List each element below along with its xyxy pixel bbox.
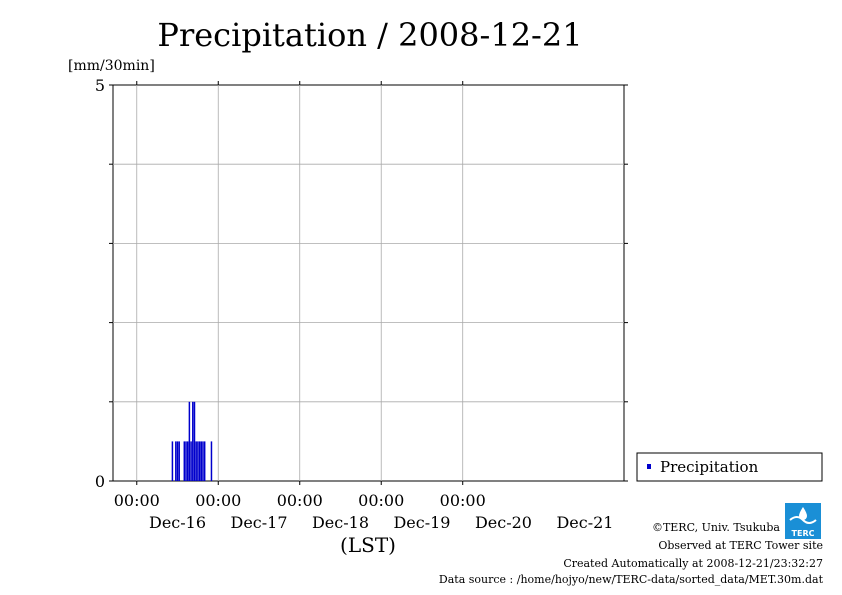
precipitation-bar — [175, 441, 177, 481]
x-day-label: Dec-21 — [556, 513, 613, 532]
x-tick-label: 00:00 — [440, 491, 486, 510]
y-tick-label: 0 — [95, 472, 105, 491]
x-tick-label: 00:00 — [114, 491, 160, 510]
vertical-gridlines — [136, 85, 464, 481]
precipitation-bar — [185, 441, 187, 481]
x-tick-label: 00:00 — [277, 491, 323, 510]
precipitation-bar — [176, 441, 179, 481]
legend-frame — [636, 452, 823, 482]
credit-created: Created Automatically at 2008-12-21/23:3… — [563, 557, 823, 570]
credits-block: ©TERC, Univ. Tsukuba Observed at TERC To… — [439, 521, 824, 586]
legend: Precipitation — [636, 452, 823, 482]
x-day-label: Dec-18 — [312, 513, 369, 532]
precipitation-bar — [188, 401, 191, 481]
credit-copyright: ©TERC, Univ. Tsukuba — [652, 521, 780, 534]
horizontal-gridlines — [113, 163, 624, 403]
y-axis-ticks: 05 — [95, 76, 628, 491]
precipitation-bar — [203, 441, 206, 481]
credit-source: Data source : /home/hojyo/new/TERC-data/… — [439, 573, 824, 586]
precipitation-bar — [190, 441, 192, 481]
precipitation-bar — [195, 441, 197, 481]
precipitation-bar — [197, 441, 199, 481]
plot-frame — [112, 84, 625, 482]
precipitation-bar — [210, 441, 213, 481]
legend-entry-precipitation: Precipitation — [660, 458, 759, 476]
x-day-label: Dec-19 — [393, 513, 450, 532]
chart-title: Precipitation / 2008-12-21 — [157, 16, 582, 54]
precipitation-bar — [178, 441, 180, 481]
precipitation-bar — [202, 441, 204, 481]
y-axis-label: [mm/30min] — [68, 58, 155, 74]
precipitation-bar — [171, 441, 174, 481]
x-day-label: Dec-20 — [475, 513, 532, 532]
precipitation-bars — [171, 401, 213, 481]
precipitation-bar — [186, 441, 189, 481]
credit-observed: Observed at TERC Tower site — [658, 539, 823, 552]
logo-text: TERC — [792, 529, 815, 538]
precipitation-bar — [200, 441, 203, 481]
x-tick-label: 00:00 — [195, 491, 241, 510]
legend-swatch — [647, 464, 651, 469]
precipitation-bar — [198, 441, 201, 481]
x-day-label: Dec-17 — [230, 513, 287, 532]
x-axis-ticks: 00:00 00:00 00:00 00:00 00:00 Dec-16 Dec-17 Dec… — [114, 81, 613, 532]
precipitation-bar — [192, 401, 194, 481]
precipitation-bar — [193, 401, 196, 481]
x-axis-label: (LST) — [340, 533, 396, 557]
precipitation-bar — [183, 441, 186, 481]
terc-logo: TERC — [785, 503, 821, 539]
x-day-label: Dec-16 — [149, 513, 206, 532]
x-tick-label: 00:00 — [358, 491, 404, 510]
y-tick-label: 5 — [95, 76, 105, 95]
